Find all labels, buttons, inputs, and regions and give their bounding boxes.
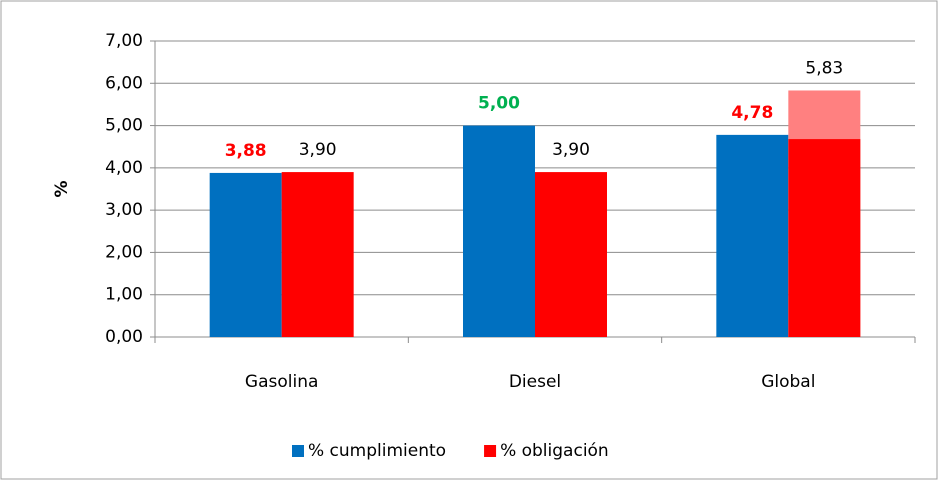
bar <box>209 172 282 337</box>
bar <box>716 134 789 337</box>
x-tick-label: Diesel <box>509 372 561 392</box>
legend-swatch <box>484 445 497 457</box>
y-tick-label: 1,00 <box>105 285 143 305</box>
bar <box>463 125 535 337</box>
y-tick-label: 5,00 <box>105 116 143 136</box>
legend-label: % cumplimiento <box>308 441 446 461</box>
y-tick-label: 6,00 <box>105 73 143 93</box>
x-tick-label: Gasolina <box>245 372 319 392</box>
data-label: 3,90 <box>552 140 590 160</box>
x-tick-label: Global <box>761 372 815 392</box>
y-tick-label: 7,00 <box>105 31 143 51</box>
data-label: 4,78 <box>731 103 773 123</box>
y-axis-label: % <box>52 180 72 197</box>
y-tick-label: 0,00 <box>105 327 143 347</box>
bar <box>535 172 607 337</box>
bar <box>788 139 861 337</box>
y-tick-label: 4,00 <box>105 158 143 178</box>
data-label: 5,00 <box>478 94 520 114</box>
y-tick-label: 2,00 <box>105 242 143 262</box>
data-label: 3,88 <box>225 141 267 161</box>
data-label: 5,83 <box>805 58 843 78</box>
y-tick-label: 3,00 <box>105 200 143 220</box>
legend-swatch <box>292 445 304 457</box>
legend-label: % obligación <box>500 441 609 461</box>
bar <box>281 172 354 337</box>
data-label: 3,90 <box>299 140 337 160</box>
